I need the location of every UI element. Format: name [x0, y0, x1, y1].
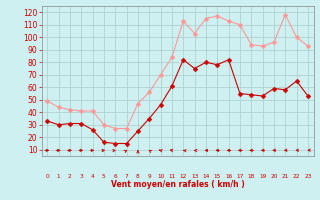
X-axis label: Vent moyen/en rafales ( km/h ): Vent moyen/en rafales ( km/h ): [111, 180, 244, 189]
